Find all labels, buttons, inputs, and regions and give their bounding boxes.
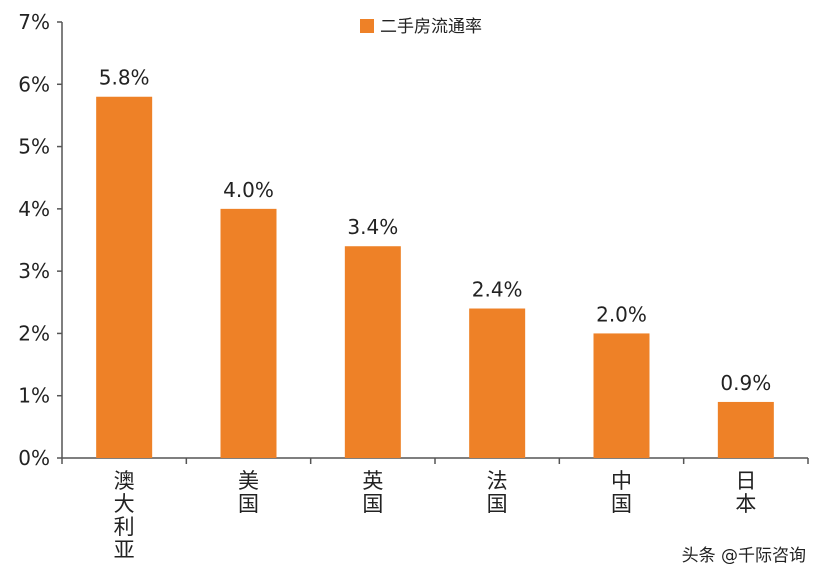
data-label: 2.4%: [472, 278, 523, 302]
y-tick-label: 4%: [18, 197, 50, 221]
y-tick-label: 3%: [18, 259, 50, 283]
x-tick-label: 澳大利亚: [114, 469, 135, 562]
x-tick-label: 日本: [735, 469, 756, 516]
bar: [469, 308, 526, 458]
data-label: 5.8%: [99, 66, 150, 90]
bar: [344, 246, 401, 458]
bar: [717, 401, 774, 458]
bar: [96, 96, 153, 458]
y-tick-label: 2%: [18, 321, 50, 345]
y-tick-label: 5%: [18, 135, 50, 159]
x-tick-label: 英国: [362, 469, 383, 516]
bar: [593, 333, 650, 458]
y-tick-label: 0%: [18, 446, 50, 470]
y-tick-label: 6%: [18, 72, 50, 96]
legend-label: 二手房流通率: [380, 17, 482, 37]
x-tick-label: 中国: [611, 469, 632, 516]
watermark-text: 头条 @千际咨询: [681, 546, 806, 566]
bar: [220, 208, 277, 458]
x-tick-label: 法国: [487, 469, 508, 516]
y-tick-label: 7%: [18, 10, 50, 34]
legend-swatch: [360, 19, 374, 33]
data-label: 0.9%: [720, 371, 771, 395]
x-tick-label: 美国: [238, 469, 259, 516]
data-label: 2.0%: [596, 302, 647, 326]
data-label: 3.4%: [347, 215, 398, 239]
data-label: 4.0%: [223, 178, 274, 202]
y-tick-label: 1%: [18, 384, 50, 408]
